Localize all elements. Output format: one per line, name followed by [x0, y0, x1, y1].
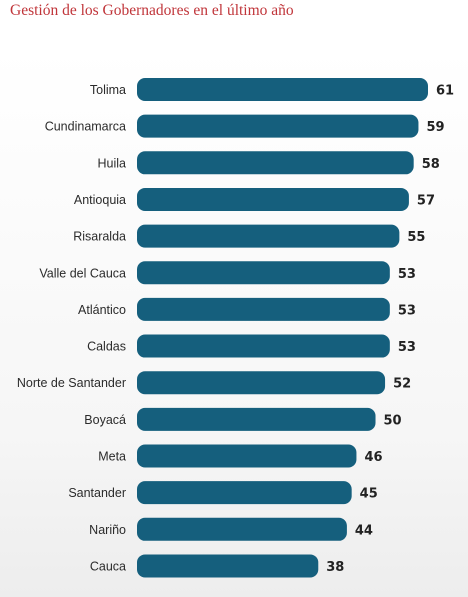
category-label: Risaralda	[73, 230, 126, 244]
bar	[137, 407, 376, 431]
value-label: 45	[360, 487, 378, 502]
category-label: Nariño	[89, 523, 126, 537]
bar	[137, 334, 390, 358]
bar	[137, 554, 319, 578]
bar	[137, 371, 386, 395]
category-label: Boyacá	[84, 413, 126, 427]
bar	[137, 187, 409, 211]
category-label: Caldas	[87, 340, 126, 354]
chart-background-panel	[0, 48, 468, 597]
category-label: Atlántico	[78, 303, 126, 317]
bar	[137, 224, 400, 248]
category-label: Huila	[98, 156, 127, 170]
bar	[137, 444, 357, 468]
value-label: 44	[355, 523, 373, 538]
category-label: Santander	[68, 486, 126, 500]
value-label: 52	[393, 377, 411, 392]
value-label: 58	[422, 157, 440, 172]
bar	[137, 151, 414, 175]
value-label: 53	[398, 267, 416, 282]
bar	[137, 114, 419, 138]
category-label: Valle del Cauca	[39, 266, 126, 280]
bar	[137, 297, 390, 321]
bar	[137, 78, 428, 101]
category-label: Cundinamarca	[45, 120, 126, 134]
value-label: 46	[364, 450, 382, 465]
bar	[137, 481, 352, 505]
value-label: 59	[426, 120, 444, 135]
category-label: Cauca	[90, 559, 126, 573]
category-label: Antioquia	[74, 193, 126, 207]
category-label: Meta	[98, 450, 126, 464]
bars-layer: Tolima 61 Cundinamarca 59 Huila 58 Antioquia 57…	[17, 78, 454, 578]
value-label: 57	[417, 193, 435, 208]
chart-title: Gestión de los Gobernadores en el último…	[10, 2, 294, 19]
value-label: 53	[398, 303, 416, 318]
value-label: 50	[384, 413, 402, 428]
value-label: 61	[436, 84, 454, 99]
bar	[137, 517, 347, 541]
category-label: Tolima	[90, 83, 126, 97]
category-label: Norte de Santander	[17, 376, 126, 390]
value-label: 53	[398, 340, 416, 355]
value-label: 38	[326, 560, 344, 575]
value-label: 55	[407, 230, 425, 245]
bar	[137, 261, 390, 285]
